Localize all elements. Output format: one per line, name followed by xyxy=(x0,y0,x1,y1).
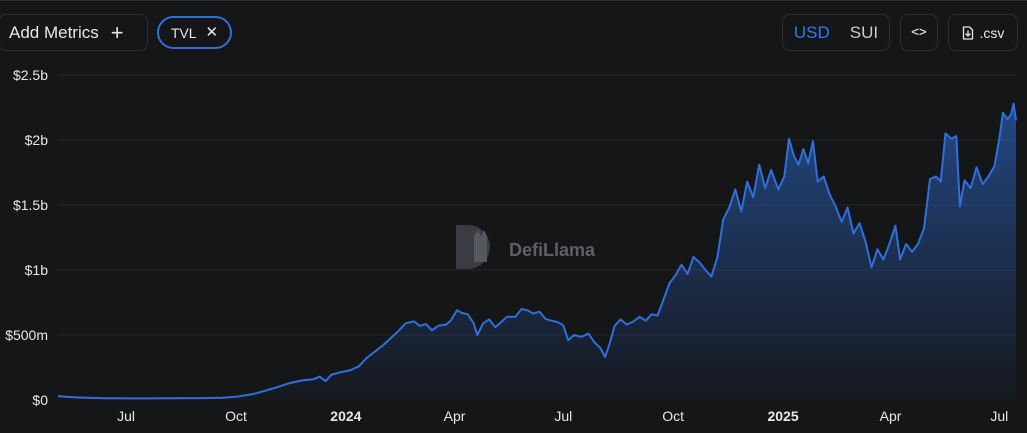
currency-option-usd[interactable]: USD xyxy=(793,22,830,42)
add-metrics-button[interactable]: Add Metrics + xyxy=(0,14,148,51)
embed-button[interactable]: <> xyxy=(900,14,938,51)
x-tick-label: Oct xyxy=(225,408,247,424)
csv-download-button[interactable]: .csv xyxy=(948,14,1018,51)
y-tick-label: $2b xyxy=(25,132,49,148)
x-tick-label: 2025 xyxy=(767,408,798,424)
plus-icon: + xyxy=(110,19,124,45)
tvl-area-fill xyxy=(58,103,1016,400)
x-tick-label: Jul xyxy=(117,408,135,424)
code-icon: <> xyxy=(911,25,927,40)
x-tick-label: Apr xyxy=(444,408,466,424)
x-tick-label: Jul xyxy=(990,408,1008,424)
y-tick-label: $500m xyxy=(5,327,48,343)
metric-chip-tvl[interactable]: TVL ✕ xyxy=(157,16,232,49)
y-tick-label: $0 xyxy=(32,392,48,408)
y-tick-label: $1.5b xyxy=(13,197,48,213)
download-file-icon xyxy=(962,25,973,40)
tvl-series-line xyxy=(57,102,1017,400)
add-metrics-label: Add Metrics xyxy=(9,22,99,42)
x-axis: Jul Oct 2024 Apr Jul Oct 2025 Apr Jul xyxy=(117,408,1008,424)
x-tick-label: Jul xyxy=(554,408,572,424)
x-tick-label: Apr xyxy=(880,408,902,424)
currency-toggle: USD SUI xyxy=(782,14,890,51)
x-tick-label: 2024 xyxy=(330,408,361,424)
currency-option-sui[interactable]: SUI xyxy=(849,22,879,42)
close-icon[interactable]: ✕ xyxy=(205,24,219,41)
top-border xyxy=(0,0,1027,1)
csv-label: .csv xyxy=(979,24,1005,41)
y-tick-label: $1b xyxy=(25,262,49,278)
defillama-watermark: DefiLlama xyxy=(456,225,596,269)
y-axis: $0 $500m $1b $1.5b $2b $2.5b xyxy=(5,67,48,408)
metric-chip-label: TVL xyxy=(170,24,197,41)
watermark-text: DefiLlama xyxy=(509,240,596,260)
y-tick-label: $2.5b xyxy=(13,67,48,83)
x-tick-label: Oct xyxy=(662,408,684,424)
